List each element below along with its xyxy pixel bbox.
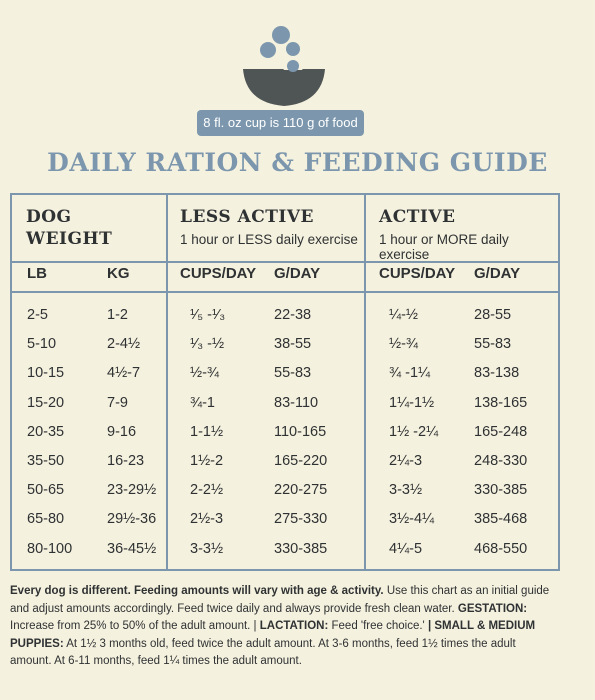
cell-less-cups: ¾-1	[190, 394, 215, 411]
table-row: 20-35 9-16 1-1½ 110-165 1½ -2¼ 165-248	[12, 418, 558, 447]
cell-less-cups: ¹⁄₅ -¹⁄₃	[190, 307, 226, 323]
column-header-kg: KG	[107, 265, 130, 282]
cell-less-cups: 2-2½	[190, 482, 224, 499]
cell-less-cups: ½-¾	[190, 365, 220, 382]
active-heading: ACTIVE	[379, 207, 456, 227]
gestation-label: GESTATION:	[457, 602, 528, 615]
column-header-less-cups: CUPS/DAY	[180, 265, 257, 282]
cell-less-grams: 275-330	[274, 511, 328, 528]
lactation-text: Feed 'free choice.'	[328, 620, 428, 632]
feeding-table: DOG WEIGHT LESS ACTIVE 1 hour or LESS da…	[10, 193, 560, 571]
footnote-intro: Every dog is different. Feeding amounts …	[10, 585, 384, 597]
gestation-text: Increase from 25% to 50% of the adult am…	[10, 620, 260, 632]
column-header-active-cups: CUPS/DAY	[379, 265, 456, 282]
cell-kg: 1-2	[107, 307, 128, 323]
table-divider	[12, 261, 558, 263]
cell-active-cups: 3½-4¼	[389, 511, 435, 528]
cell-active-cups: 1½ -2¼	[389, 423, 439, 440]
table-row: 50-65 23-29½ 2-2½ 220-275 3-3½ 330-385	[12, 476, 558, 505]
cell-kg: 2-4½	[107, 336, 141, 353]
dog-weight-heading-line1: DOG	[26, 207, 72, 227]
cell-active-cups: 4¼-5	[389, 540, 423, 557]
cell-lb: 10-15	[27, 365, 65, 382]
cell-lb: 20-35	[27, 423, 65, 440]
table-row: 15-20 7-9 ¾-1 83-110 1¼-1½ 138-165	[12, 389, 558, 418]
column-header-less-grams: G/DAY	[274, 265, 321, 282]
cell-kg: 29½-36	[107, 511, 157, 528]
feeding-footnote: Every dog is different. Feeding amounts …	[10, 583, 560, 671]
cell-lb: 15-20	[27, 394, 65, 411]
dog-weight-heading: DOG WEIGHT	[26, 206, 112, 250]
cell-lb: 2-5	[27, 307, 48, 323]
table-divider	[166, 195, 168, 569]
puppies-text: At 1½ 3 months old, feed twice the adult…	[10, 637, 516, 668]
footnote-guidance: Use this chart as an initial guide and a…	[10, 585, 550, 615]
cell-active-grams: 55-83	[474, 336, 512, 353]
cell-active-grams: 83-138	[474, 365, 520, 382]
cell-active-cups: 2¼-3	[389, 453, 423, 469]
bowl-with-kibble-icon	[0, 0, 595, 145]
table-row: 80-100 36-45½ 3-3½ 330-385 4¼-5 468-550	[12, 535, 558, 564]
cell-lb: 80-100	[27, 540, 73, 557]
cell-kg: 23-29½	[107, 482, 157, 499]
cell-less-cups: 3-3½	[190, 540, 224, 557]
cell-active-grams: 248-330	[474, 453, 528, 469]
cell-active-grams: 468-550	[474, 540, 528, 557]
less-active-subheading: 1 hour or LESS daily exercise	[180, 232, 358, 247]
cell-less-cups: 2½-3	[190, 511, 224, 528]
page-title: DAILY RATION & FEEDING GUIDE	[47, 148, 548, 177]
table-row: 2-5 1-2 ¹⁄₅ -¹⁄₃ 22-38 ¼-½ 28-55	[12, 301, 558, 330]
cell-kg: 4½-7	[107, 365, 141, 382]
cell-active-cups: 1¼-1½	[389, 394, 435, 411]
cell-less-grams: 22-38	[274, 307, 312, 323]
cell-kg: 16-23	[107, 453, 145, 469]
cell-less-grams: 38-55	[274, 336, 312, 353]
table-divider	[364, 195, 366, 569]
cell-active-cups: ½-¾	[389, 336, 419, 353]
puppies-label: | SMALL & MEDIUM PUPPIES:	[10, 620, 536, 650]
cell-lb: 35-50	[27, 453, 65, 469]
cell-less-grams: 330-385	[274, 540, 328, 557]
table-divider	[12, 291, 558, 293]
cell-less-cups: 1½-2	[190, 453, 224, 469]
cell-less-cups: ¹⁄₃ -½	[190, 336, 225, 353]
cell-less-grams: 165-220	[274, 453, 328, 469]
table-row: 35-50 16-23 1½-2 165-220 2¼-3 248-330	[12, 447, 558, 476]
cell-kg: 36-45½	[107, 540, 157, 557]
cell-active-cups: ¼-½	[389, 307, 419, 323]
lactation-label: LACTATION:	[259, 620, 329, 632]
table-row: 5-10 2-4½ ¹⁄₃ -½ 38-55 ½-¾ 55-83	[12, 330, 558, 359]
cell-less-grams: 220-275	[274, 482, 328, 499]
cell-active-cups: ¾ -1¼	[389, 365, 431, 382]
cell-active-grams: 165-248	[474, 423, 528, 440]
cell-less-cups: 1-1½	[190, 423, 224, 440]
cell-active-grams: 28-55	[474, 307, 512, 323]
less-active-heading: LESS ACTIVE	[180, 207, 314, 227]
cell-kg: 9-16	[107, 423, 137, 440]
cell-active-grams: 138-165	[474, 394, 528, 411]
cell-lb: 65-80	[27, 511, 65, 528]
cell-less-grams: 83-110	[274, 394, 319, 411]
cell-less-grams: 110-165	[274, 423, 327, 440]
cup-measurement-label: 8 fl. oz cup is 110 g of food	[197, 110, 364, 136]
cell-lb: 50-65	[27, 482, 65, 499]
dog-weight-heading-line2: WEIGHT	[26, 229, 113, 249]
cell-lb: 5-10	[27, 336, 57, 353]
cell-kg: 7-9	[107, 394, 128, 411]
cell-active-grams: 385-468	[474, 511, 528, 528]
table-row: 10-15 4½-7 ½-¾ 55-83 ¾ -1¼ 83-138	[12, 359, 558, 388]
column-header-active-grams: G/DAY	[474, 265, 521, 282]
cell-active-grams: 330-385	[474, 482, 528, 499]
cell-active-cups: 3-3½	[389, 482, 423, 499]
cell-less-grams: 55-83	[274, 365, 312, 382]
active-subheading: 1 hour or MORE daily exercise	[379, 232, 509, 262]
column-header-lb: LB	[27, 265, 47, 282]
table-row: 65-80 29½-36 2½-3 275-330 3½-4¼ 385-468	[12, 505, 558, 534]
